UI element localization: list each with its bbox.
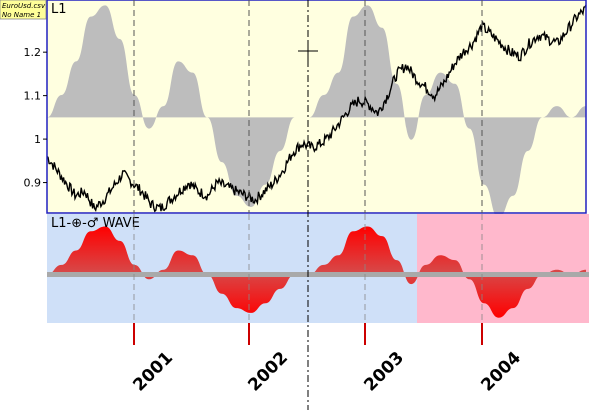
wave-positive-fill <box>47 226 586 275</box>
x-axis-year-label: 2001 <box>129 348 177 396</box>
bottom-panel-title: L1-⊕-♂ WAVE <box>51 216 140 231</box>
file-tag-name: EuroUsd.csv <box>2 2 46 10</box>
y-axis-ticks: 1.2 1.1 1 0.9 <box>24 46 47 190</box>
wave-indicator <box>47 226 586 318</box>
y-tick-label: 1.1 <box>24 90 42 103</box>
x-axis-labels: 2001 2002 2003 2004 <box>129 348 525 396</box>
file-tag[interactable] <box>0 0 47 20</box>
top-panel-title: L1 <box>51 2 67 17</box>
wave-baseline <box>47 272 589 277</box>
y-tick-label: 1.2 <box>24 46 42 59</box>
x-axis-year-label: 2004 <box>477 348 525 396</box>
file-tag-label: No Name 1 <box>2 11 41 19</box>
price-line <box>46 4 587 213</box>
x-axis-year-label: 2003 <box>360 348 408 396</box>
y-tick-label: 0.9 <box>24 177 42 190</box>
wave-negative-fill <box>47 274 586 318</box>
x-axis-year-label: 2002 <box>244 348 292 396</box>
year-guides <box>133 0 483 345</box>
top-panel-border <box>46 0 587 214</box>
top-wave-fill <box>47 5 586 219</box>
top-wave-area <box>47 5 586 219</box>
crosshair-icon <box>298 42 318 61</box>
y-tick-label: 1 <box>34 133 41 146</box>
